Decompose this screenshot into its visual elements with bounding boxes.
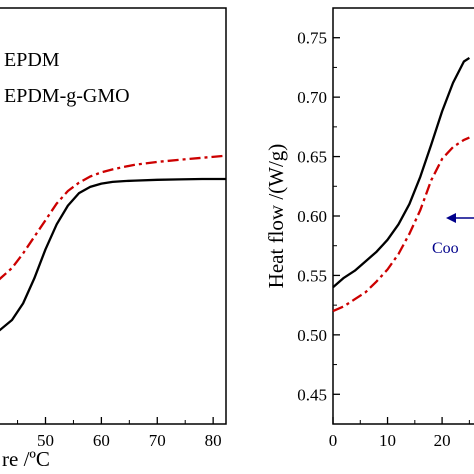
legend-label-epdm: EPDM bbox=[4, 49, 60, 71]
right-panel: 0.45 0.50 0.55 0.60 0.65 0.70 0.75 0 10 20 Coo He… bbox=[264, 7, 474, 450]
left-x-tick-label: 80 bbox=[205, 431, 222, 450]
cooling-arrow-head bbox=[446, 213, 456, 223]
left-plot-frame bbox=[0, 7, 227, 425]
left-x-tick-label: 70 bbox=[149, 431, 166, 450]
left-series-line-epdm-g-gmo bbox=[0, 154, 227, 281]
right-series-group bbox=[332, 56, 471, 313]
right-series-line-dash-dot bbox=[332, 136, 470, 313]
cooling-annotation-text: Coo bbox=[432, 240, 459, 257]
left-series-group bbox=[0, 154, 227, 332]
legend: EPDM EPDM-g-GMO bbox=[4, 49, 130, 107]
right-y-tick-label: 0.50 bbox=[297, 326, 327, 345]
right-y-axis-title: Heat flow /(W/g) bbox=[264, 144, 288, 289]
left-x-tick-label: 60 bbox=[93, 431, 110, 450]
right-axis-ticks: 0.45 0.50 0.55 0.60 0.65 0.70 0.75 0 10 20 bbox=[297, 29, 470, 450]
cooling-annotation: Coo bbox=[432, 213, 474, 257]
right-series-line-solid bbox=[332, 56, 471, 289]
right-y-tick-label: 0.75 bbox=[297, 29, 327, 48]
left-series-line-epdm bbox=[0, 177, 226, 332]
right-y-tick-label: 0.55 bbox=[297, 266, 327, 285]
right-x-tick-label: 10 bbox=[379, 431, 396, 450]
left-panel: 50 60 70 80 EPDM EPDM-g-GMO re /ºC bbox=[0, 7, 227, 471]
right-y-tick-label: 0.60 bbox=[297, 207, 327, 226]
right-y-tick-label: 0.45 bbox=[297, 385, 327, 404]
left-x-ticks: 50 60 70 80 bbox=[17, 417, 222, 450]
right-x-tick-label: 0 bbox=[329, 431, 338, 450]
legend-label-epdm-g-gmo: EPDM-g-GMO bbox=[4, 85, 130, 107]
left-x-tick-label: 50 bbox=[37, 431, 54, 450]
left-x-axis-title: re /ºC bbox=[2, 447, 50, 471]
right-y-tick-label: 0.65 bbox=[297, 148, 327, 167]
right-y-tick-label: 0.70 bbox=[297, 88, 327, 107]
right-x-tick-label: 20 bbox=[434, 431, 451, 450]
